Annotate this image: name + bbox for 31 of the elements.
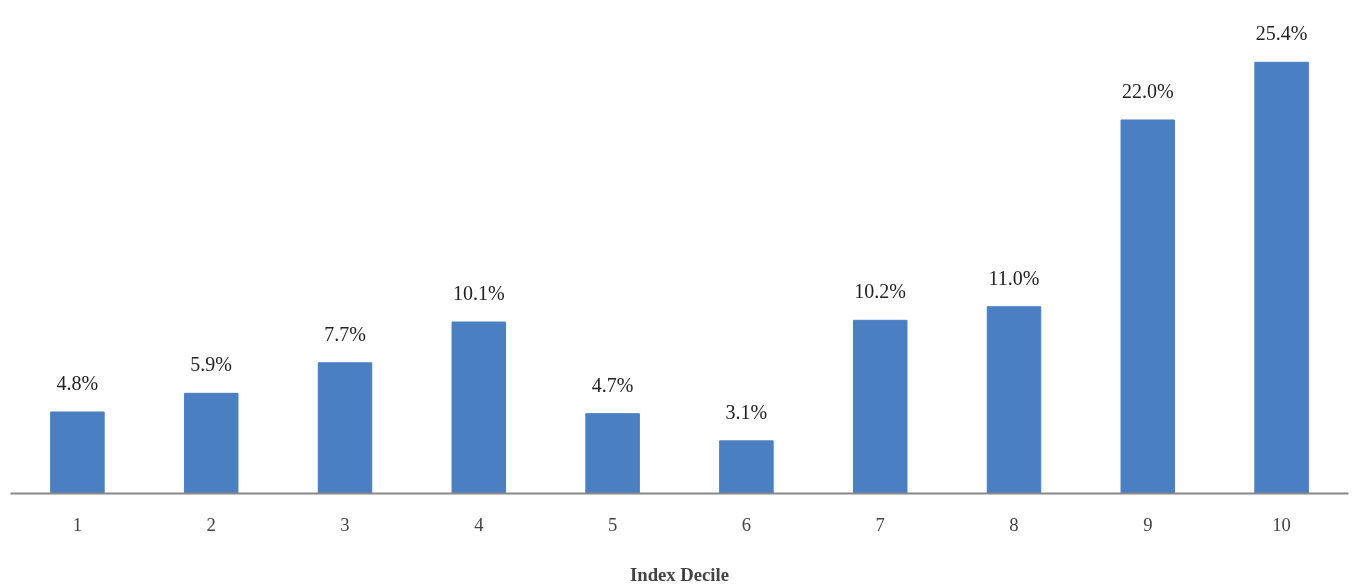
bar [719,440,774,494]
bar [50,411,105,494]
data-label: 5.9% [190,353,233,376]
bar [986,306,1042,494]
bar [183,392,239,494]
data-label: 3.1% [725,400,768,423]
data-label: 4.8% [56,372,99,394]
x-tick-label: 8 [1009,513,1019,535]
x-tick-label: 5 [607,513,618,535]
bar [1254,61,1309,494]
x-axis-title: Index Decile [630,563,729,585]
bar [317,362,373,494]
x-tick-label: 6 [741,513,752,535]
data-label: 7.7% [324,322,366,345]
bar [451,321,507,494]
x-tick-label: 1 [72,513,83,535]
x-tick-label: 7 [875,513,885,535]
data-label: 10.1% [452,282,505,305]
x-tick-label: 3 [340,513,350,535]
data-label: 22.0% [1121,79,1174,102]
data-label: 4.7% [591,373,634,396]
bar [1120,119,1176,494]
data-label: 11.0% [988,266,1040,289]
data-label: 10.2% [854,280,907,303]
x-tick-label: 10 [1272,513,1291,535]
bar [585,413,640,494]
data-label: 25.4% [1255,22,1308,45]
x-tick-label: 9 [1143,513,1153,535]
bar [852,319,908,494]
x-tick-label: 2 [206,513,216,535]
x-tick-label: 4 [474,513,485,535]
